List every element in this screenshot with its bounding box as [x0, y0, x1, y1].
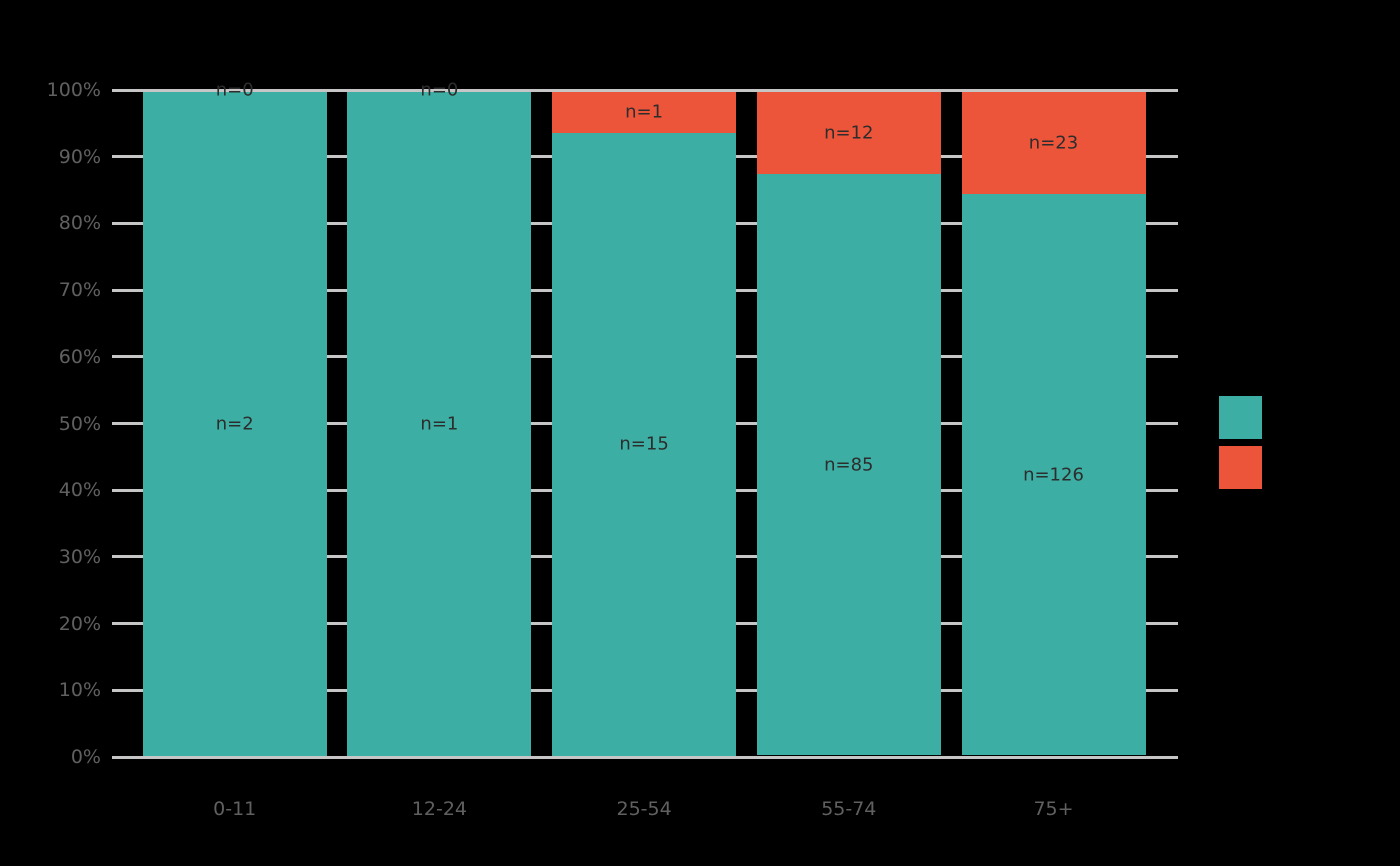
bar-segment-teal-55-74 — [756, 173, 941, 756]
bar-segment-red-25-54 — [552, 91, 737, 133]
bar-label-teal-0-11: n=2 — [215, 413, 254, 434]
x-tick-label-0-11: 0-11 — [213, 798, 257, 820]
x-tick-label-25-54: 25-54 — [616, 798, 672, 820]
bar-label-teal-55-74: n=85 — [824, 454, 874, 476]
y-tick-label: 100% — [46, 79, 101, 101]
y-tick-label: 50% — [58, 412, 101, 435]
y-tick-label: 20% — [58, 612, 101, 635]
legend-swatch-teal — [1219, 396, 1262, 439]
legend-swatch-red — [1219, 446, 1262, 489]
bar-25-54: n=1 n=15 — [552, 91, 737, 756]
y-tick-label: 80% — [58, 212, 101, 235]
bar-segment-teal-25-54 — [552, 133, 737, 756]
x-tick-label-12-24: 12-24 — [411, 798, 467, 820]
y-tick-label: 30% — [58, 545, 101, 568]
bar-12-24: n=0 n=1 — [347, 80, 532, 756]
x-tick-label-75+: 75+ — [1033, 798, 1074, 820]
y-tick-label: 40% — [58, 479, 101, 502]
bar-label-red-0-11: n=0 — [215, 79, 254, 101]
x-tick-label-55-74: 55-74 — [821, 798, 877, 820]
gridline-0% — [112, 755, 1178, 759]
y-tick-label: 60% — [58, 345, 101, 368]
bar-label-teal-25-54: n=15 — [619, 433, 669, 455]
bar-segment-teal-75+ — [961, 193, 1146, 756]
bar-75+: n=23 n=126 — [961, 91, 1146, 756]
bar-segment-red-75+ — [961, 91, 1146, 194]
y-tick-label: 0% — [70, 746, 101, 768]
gridline-100% — [112, 88, 1178, 92]
bar-segment-teal-12-24 — [347, 91, 532, 756]
y-tick-label: 90% — [58, 145, 101, 168]
bar-label-teal-75+: n=126 — [1023, 464, 1084, 486]
bar-label-red-25-54: n=1 — [625, 101, 664, 123]
bar-segment-teal-0-11 — [142, 91, 327, 756]
y-tick-label: 10% — [58, 679, 101, 702]
bar-55-74: n=12 n=85 — [756, 91, 941, 756]
y-tick-label: 70% — [58, 279, 101, 302]
bar-segment-red-55-74 — [756, 91, 941, 174]
bar-label-teal-12-24: n=1 — [420, 413, 459, 434]
bar-label-red-12-24: n=0 — [420, 79, 459, 101]
bar-label-red-75+: n=23 — [1028, 132, 1079, 154]
bar-0-11: n=0 n=2 — [142, 80, 327, 756]
bar-label-red-55-74: n=12 — [824, 122, 874, 144]
